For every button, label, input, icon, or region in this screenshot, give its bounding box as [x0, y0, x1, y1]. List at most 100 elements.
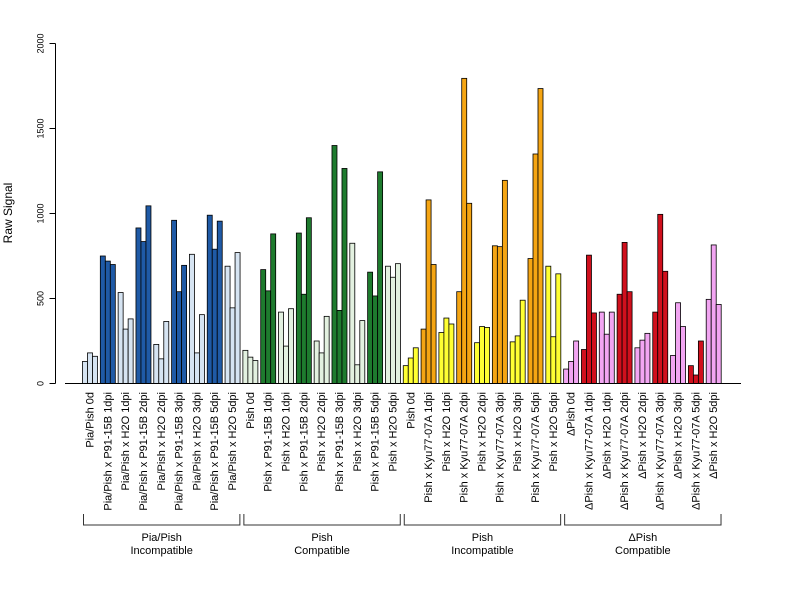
- x-tick-label: Pish 0d: [405, 392, 417, 429]
- bar: [318, 352, 325, 384]
- bar: [234, 252, 241, 384]
- bar: [710, 244, 717, 384]
- bar: [692, 374, 699, 384]
- bar: [117, 292, 124, 384]
- bar: [514, 335, 521, 384]
- bar: [509, 341, 516, 384]
- bar: [586, 254, 592, 384]
- bar: [349, 242, 356, 384]
- bar: [581, 349, 587, 384]
- bar: [189, 253, 195, 384]
- bar: [127, 318, 134, 384]
- bar: [158, 358, 165, 384]
- x-tick-labels: Pia/Pish 0d Pia/Pish x P91-15B 1dpi Pia/Pi…: [85, 392, 721, 511]
- bar: [216, 220, 223, 384]
- y-tick-label: 0: [36, 381, 46, 386]
- y-axis-label: Raw Signal: [1, 183, 15, 244]
- bar: [313, 340, 320, 384]
- group-brackets: Pia/PishIncompatiblePishCompatiblePishIn…: [83, 514, 722, 557]
- x-tick-label: Pish x P91-15B 5dpi: [370, 392, 382, 492]
- bar: [385, 265, 391, 384]
- x-tick-label: Pia/Pish x H2O 1dpi: [120, 392, 132, 490]
- bar: [697, 340, 704, 384]
- bar: [354, 364, 361, 384]
- bar: [92, 355, 98, 384]
- bar: [545, 265, 552, 384]
- bar: [300, 293, 307, 384]
- x-tick-label: Pia/Pish x P91-15B 1dpi: [102, 392, 114, 511]
- x-tick-label: Pia/Pish x H2O 2dpi: [156, 392, 168, 490]
- x-tick-label: ΔPish x H2O 1dpi: [601, 392, 613, 479]
- bar: [501, 179, 508, 384]
- bar: [443, 317, 450, 384]
- bar: [456, 291, 463, 384]
- bar: [608, 311, 615, 384]
- bar: [644, 332, 651, 384]
- bar: [163, 321, 170, 384]
- bar: [122, 328, 129, 384]
- bars-layer: [82, 77, 722, 384]
- group-bracket: [403, 514, 562, 526]
- bar: [626, 291, 633, 384]
- bar: [573, 340, 580, 384]
- bar: [87, 352, 93, 384]
- bar: [407, 357, 414, 384]
- x-tick-label: Pia/Pish x P91-15B 5dpi: [209, 392, 221, 511]
- bar: [323, 315, 330, 384]
- group-label-type: Incompatible: [451, 545, 513, 557]
- bar: [420, 328, 427, 384]
- x-tick-label: ΔPish x Kyu77-07A 5dpi: [690, 392, 702, 510]
- x-tick-label: ΔPish x Kyu77-07A 1dpi: [583, 392, 595, 510]
- bar: [171, 219, 178, 384]
- group-label-type: Compatible: [294, 545, 350, 557]
- x-tick-label: Pia/Pish 0d: [85, 392, 97, 448]
- x-tick-label: Pish x Kyu77-07A 3dpi: [494, 392, 506, 503]
- bar: [479, 326, 485, 384]
- bar: [390, 276, 396, 384]
- bar: [675, 302, 681, 384]
- y-tick-label: 1500: [36, 118, 46, 138]
- bar: [705, 298, 712, 384]
- bar: [336, 309, 343, 384]
- bar: [140, 241, 147, 384]
- group-label-type: Compatible: [615, 545, 671, 557]
- x-tick-label: ΔPish x H2O 2dpi: [637, 392, 649, 479]
- bar: [438, 332, 445, 384]
- x-tick-label: ΔPish x Kyu77-07A 3dpi: [655, 392, 667, 510]
- bar: [367, 271, 374, 384]
- bar: [206, 214, 213, 384]
- x-tick-label: ΔPish x H2O 5dpi: [708, 392, 720, 479]
- bar: [687, 365, 694, 384]
- bar: [491, 245, 498, 384]
- group-label-name: Pia/Pish: [142, 532, 182, 544]
- bar: [652, 311, 659, 384]
- bar: [99, 255, 106, 384]
- bar: [412, 347, 419, 384]
- bar: [181, 264, 188, 384]
- x-tick-label: Pish x H2O 3dpi: [512, 392, 524, 471]
- bar: [265, 290, 272, 384]
- x-tick-label: ΔPish x H2O 3dpi: [673, 392, 685, 479]
- bar: [715, 304, 722, 384]
- bar: [247, 356, 254, 384]
- x-tick-label: Pish x Kyu77-07A 2dpi: [459, 392, 471, 503]
- x-tick-label: Pish x H2O 5dpi: [387, 392, 399, 471]
- axes-layer: 0 500 1000 1500 2000: [36, 33, 741, 386]
- x-tick-label: Pish x H2O 5dpi: [548, 392, 560, 471]
- group-bracket: [243, 514, 401, 526]
- bar: [639, 339, 646, 384]
- bar: [448, 323, 455, 384]
- bar: [537, 88, 544, 384]
- bar: [283, 345, 289, 384]
- x-tick-label: Pia/Pish x P91-15B 2dpi: [138, 392, 150, 511]
- x-tick-label: Pish x H2O 1dpi: [441, 392, 453, 471]
- bar: [430, 264, 437, 384]
- bar: [496, 246, 503, 384]
- bar: [109, 264, 116, 384]
- bar: [82, 360, 88, 384]
- group-label-name: ΔPish: [628, 532, 657, 544]
- x-tick-label: ΔPish 0d: [566, 392, 578, 436]
- x-tick-label: Pish x P91-15B 3dpi: [334, 392, 346, 492]
- bar: [135, 227, 142, 384]
- bar: [621, 241, 628, 384]
